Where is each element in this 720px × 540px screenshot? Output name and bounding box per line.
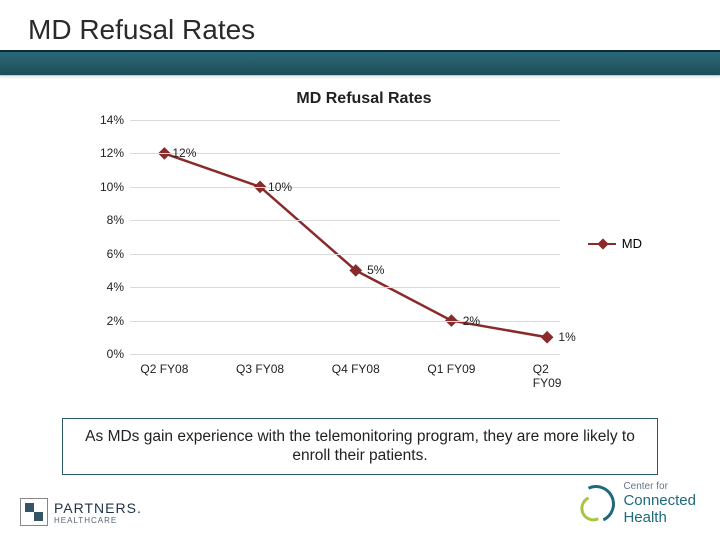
- chart-y-tick-label: 12%: [100, 146, 124, 160]
- header-band: [0, 50, 720, 76]
- chart-plot-area: 0%2%4%6%8%10%12%14%Q2 FY08Q3 FY08Q4 FY08…: [130, 120, 560, 354]
- slide-title-bar: MD Refusal Rates: [0, 0, 720, 50]
- chart-gridline: [130, 321, 560, 322]
- chart-point-label: 10%: [268, 180, 292, 194]
- callout-text: As MDs gain experience with the telemoni…: [85, 428, 635, 464]
- chart-x-tick-label: Q4 FY08: [332, 362, 380, 376]
- chart-x-tick-label: Q3 FY08: [236, 362, 284, 376]
- chart-x-tick-label: Q2 FY08: [140, 362, 188, 376]
- connected-health-logo-text: Center for Connected Health: [623, 481, 696, 526]
- chart-y-tick-label: 14%: [100, 113, 124, 127]
- connected-health-line1: Connected: [623, 492, 696, 509]
- chart-gridline: [130, 187, 560, 188]
- slide-title: MD Refusal Rates: [28, 14, 720, 46]
- chart-gridline: [130, 220, 560, 221]
- callout-box: As MDs gain experience with the telemoni…: [62, 418, 658, 475]
- chart-y-tick-label: 8%: [107, 213, 124, 227]
- chart-title: MD Refusal Rates: [86, 86, 642, 108]
- chart-y-tick-label: 4%: [107, 280, 124, 294]
- partners-logo: PARTNERS. HEALTHCARE: [20, 498, 142, 526]
- chart-gridline: [130, 287, 560, 288]
- chart-y-tick-label: 6%: [107, 247, 124, 261]
- chart-container: MD Refusal Rates 0% 2% 4% 6% 8% 10% 12% 14% Q2 F…: [86, 86, 642, 390]
- partners-logo-text: PARTNERS. HEALTHCARE: [54, 500, 142, 525]
- connected-health-logo: Center for Connected Health: [577, 481, 696, 526]
- chart-point-label: 1%: [558, 330, 575, 344]
- connected-health-logo-mark: [572, 479, 621, 528]
- partners-logo-mark: [20, 498, 48, 526]
- connected-health-small: Center for: [623, 481, 696, 492]
- legend-marker: [588, 243, 616, 245]
- chart-point-label: 2%: [463, 314, 480, 328]
- chart-y-tick-label: 10%: [100, 180, 124, 194]
- chart-legend: MD: [588, 236, 642, 251]
- chart-point-label: 12%: [172, 146, 196, 160]
- partners-logo-line1: PARTNERS.: [54, 500, 142, 516]
- connected-health-line2: Health: [623, 509, 696, 526]
- chart-x-tick-label: Q2 FY09: [533, 362, 562, 390]
- chart-x-tick-label: Q1 FY09: [427, 362, 475, 376]
- chart-y-tick-label: 2%: [107, 314, 124, 328]
- chart-gridline: [130, 254, 560, 255]
- chart-point-label: 5%: [367, 263, 384, 277]
- partners-logo-line2: HEALTHCARE: [54, 516, 142, 525]
- chart-y-tick-label: 0%: [107, 347, 124, 361]
- chart-gridline: [130, 354, 560, 355]
- chart-gridline: [130, 120, 560, 121]
- legend-label: MD: [622, 236, 642, 251]
